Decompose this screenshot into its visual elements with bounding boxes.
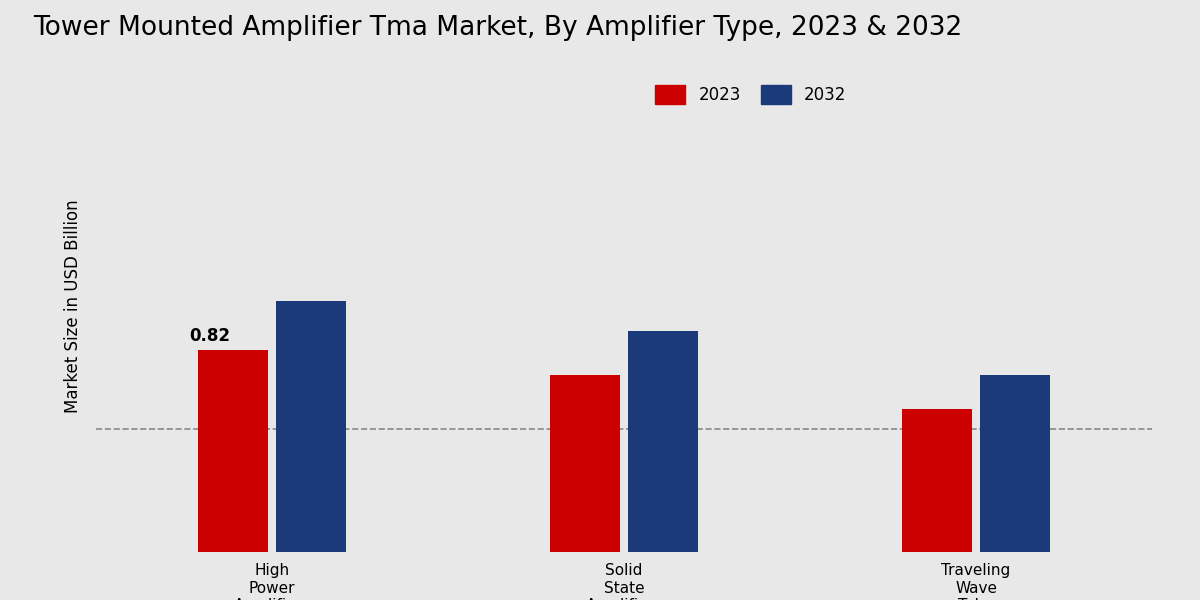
Bar (276, 301, 346, 552)
Bar (550, 375, 620, 552)
Bar (628, 331, 698, 552)
Legend: 2023, 2032: 2023, 2032 (648, 78, 853, 111)
Text: 0.82: 0.82 (188, 328, 229, 346)
Text: Tower Mounted Amplifier Tma Market, By Amplifier Type, 2023 & 2032: Tower Mounted Amplifier Tma Market, By A… (32, 15, 962, 41)
Bar (979, 375, 1050, 552)
Bar (198, 350, 269, 552)
Y-axis label: Market Size in USD Billion: Market Size in USD Billion (64, 199, 82, 413)
Bar (902, 409, 972, 552)
